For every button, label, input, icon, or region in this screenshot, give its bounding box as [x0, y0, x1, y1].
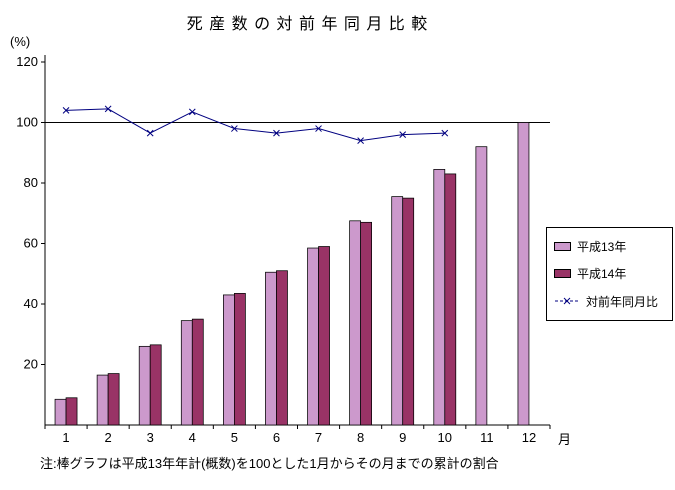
svg-text:5: 5 — [231, 430, 238, 445]
svg-text:1: 1 — [62, 430, 69, 445]
svg-text:6: 6 — [273, 430, 280, 445]
y-axis-unit-label: (%) — [10, 34, 31, 49]
svg-text:8: 8 — [357, 430, 364, 445]
svg-text:120: 120 — [16, 54, 38, 69]
line-marker-icon — [555, 297, 579, 305]
chart-title: 死 産 数 の 対 前 年 同 月 比 較 — [186, 16, 429, 33]
svg-text:9: 9 — [399, 430, 406, 445]
svg-text:2: 2 — [105, 430, 112, 445]
svg-text:7: 7 — [315, 430, 322, 445]
legend-label-ratio: 対前年同月比 — [586, 294, 659, 309]
legend-label-h13: 平成13年 — [577, 240, 627, 255]
legend-swatch-h13-icon — [554, 242, 571, 252]
legend-item-h13: 平成13年 — [554, 238, 665, 255]
svg-text:12: 12 — [522, 430, 536, 445]
legend-item-ratio: 対前年同月比 — [554, 293, 665, 310]
x-axis-unit-label: 月 — [558, 432, 572, 447]
svg-text:60: 60 — [24, 236, 38, 251]
legend-item-h14: 平成14年 — [554, 265, 665, 282]
svg-text:80: 80 — [24, 175, 38, 190]
svg-text:3: 3 — [147, 430, 154, 445]
footnote: 注:棒グラフは平成13年年計(概数)を100とした1月からその月までの累計の割合 — [40, 456, 499, 471]
svg-text:20: 20 — [24, 357, 38, 372]
svg-text:10: 10 — [438, 430, 452, 445]
svg-text:11: 11 — [480, 430, 494, 445]
svg-text:100: 100 — [16, 115, 38, 130]
svg-text:40: 40 — [24, 296, 38, 311]
legend-label-h14: 平成14年 — [577, 267, 627, 282]
legend-swatch-h14-icon — [554, 269, 571, 279]
svg-text:4: 4 — [189, 430, 196, 445]
legend: 平成13年 平成14年 対前年同月比 — [546, 227, 673, 321]
